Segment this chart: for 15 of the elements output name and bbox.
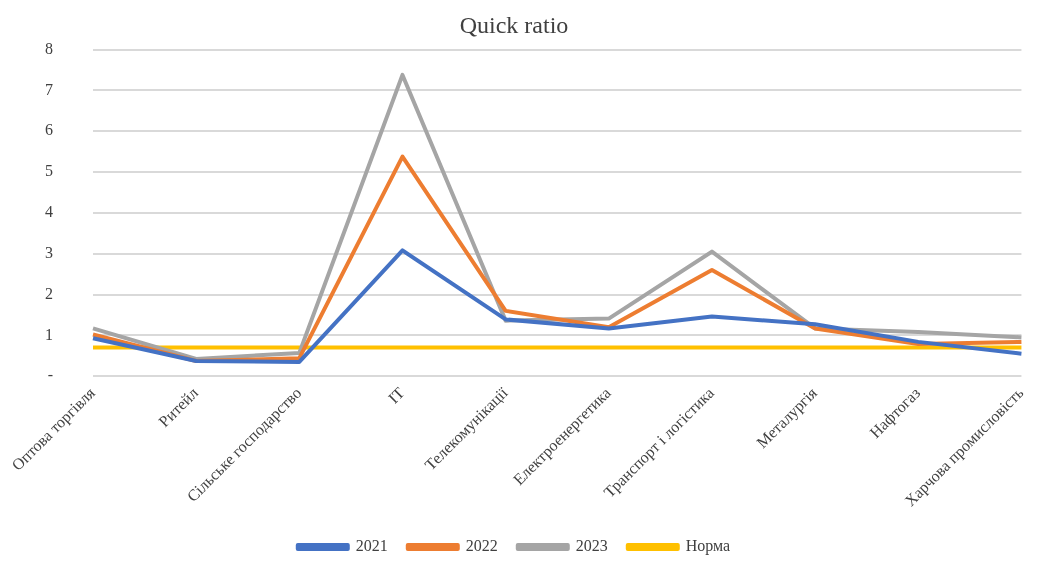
y-tick-label: 3 — [45, 243, 53, 261]
y-tick-label: 4 — [45, 203, 53, 221]
chart-title: Quick ratio — [459, 12, 569, 39]
y-tick-label: 6 — [45, 121, 53, 139]
y-tick-label: 8 — [45, 39, 53, 57]
legend-label: Норма — [685, 537, 731, 556]
y-tick-label: 1 — [45, 325, 53, 343]
legend-label: 2023 — [575, 537, 608, 555]
legend-label: 2021 — [355, 537, 388, 555]
legend-label: 2022 — [465, 537, 498, 555]
y-tick-label: 5 — [45, 162, 53, 180]
y-tick-label: 2 — [45, 284, 53, 302]
y-tick-label: - — [47, 366, 53, 384]
x-tick-label: IT — [384, 383, 408, 407]
y-tick-label: 7 — [45, 80, 53, 98]
